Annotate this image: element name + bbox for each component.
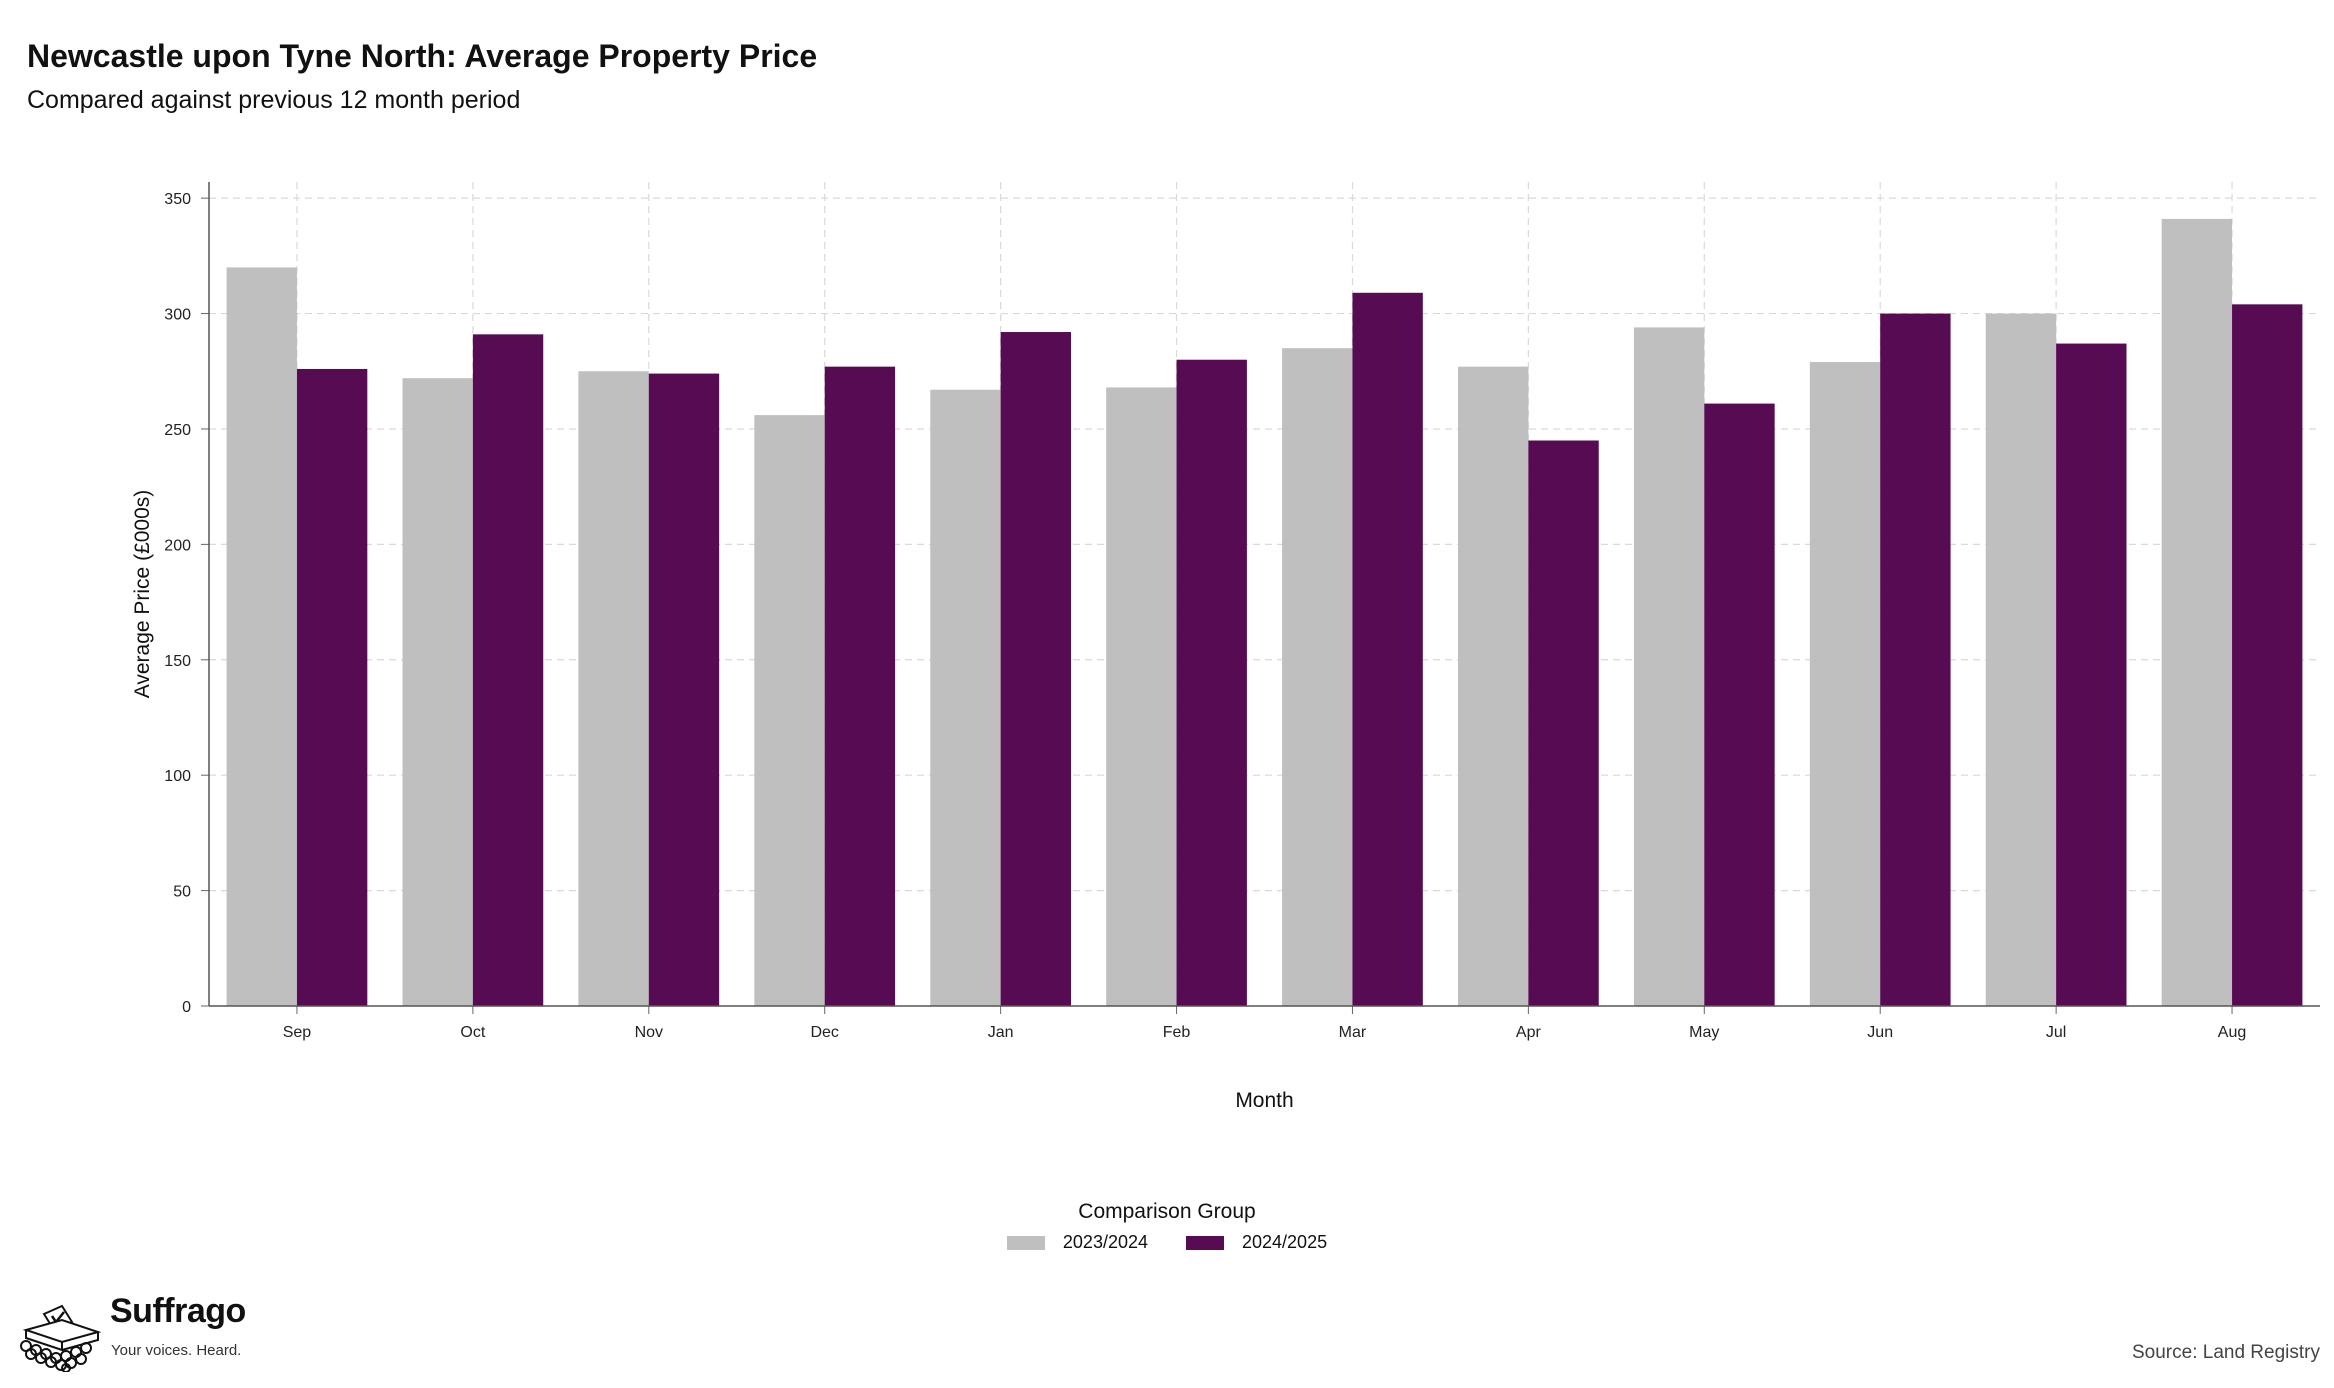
bar-2024-2025-may — [1704, 403, 1775, 1006]
legend-item: 2024/2025 — [1186, 1232, 1327, 1253]
bar-2023-2024-sep — [226, 267, 297, 1006]
bar-2024-2025-jun — [1880, 313, 1951, 1007]
x-tick-label: Oct — [460, 1024, 485, 1041]
bar-2023-2024-may — [1633, 327, 1705, 1007]
x-tick-label: May — [1689, 1024, 1719, 1041]
legend-swatch — [1186, 1235, 1224, 1250]
x-tick-label: Jan — [988, 1024, 1014, 1041]
x-tick-label: Dec — [810, 1024, 838, 1041]
brand-tagline: Your voices. Heard. — [111, 1342, 242, 1359]
x-axis-title: Month — [1235, 1089, 1293, 1112]
y-tick-label: 0 — [182, 999, 191, 1016]
y-tick-label: 100 — [164, 768, 191, 785]
chart-title: Newcastle upon Tyne North: Average Prope… — [27, 38, 818, 74]
bar-2024-2025-mar — [1352, 292, 1423, 1006]
source-note: Source: Land Registry — [2132, 1342, 2320, 1363]
x-tick-label: Sep — [283, 1024, 312, 1041]
bar-2024-2025-sep — [296, 368, 368, 1006]
bar-2024-2025-oct — [472, 334, 544, 1006]
bar-2024-2025-jul — [2056, 343, 2127, 1007]
y-tick-label: 150 — [164, 653, 191, 670]
bar-2024-2025-apr — [1528, 440, 1599, 1007]
x-tick-label: Jun — [1867, 1024, 1893, 1041]
y-tick-label: 50 — [173, 884, 191, 901]
bars — [226, 218, 2303, 1007]
legend-label: 2023/2024 — [1062, 1232, 1148, 1252]
legend-item: 2023/2024 — [1006, 1232, 1148, 1253]
bar-2023-2024-oct — [402, 378, 473, 1006]
x-tick-labels: Sep Oct Nov Dec Jan Feb Mar Apr May Jun Jul Aug — [283, 1024, 2247, 1041]
legend-label: 2024/2025 — [1242, 1232, 1328, 1252]
legend-items: 2023/2024 2024/2025 — [0, 1232, 2334, 1253]
axes — [201, 182, 2320, 1014]
legend-swatch — [1006, 1235, 1045, 1250]
ballot-box-icon — [20, 1304, 102, 1373]
y-tick-label: 350 — [164, 191, 191, 208]
bar-2024-2025-nov — [648, 373, 720, 1006]
bar-2023-2024-jun — [1809, 362, 1881, 1007]
x-tick-label: Jul — [2046, 1024, 2066, 1041]
bar-2023-2024-dec — [754, 415, 825, 1006]
brand-name: Suffrago — [110, 1292, 246, 1330]
bar-2023-2024-nov — [578, 371, 649, 1006]
bar-2024-2025-dec — [824, 366, 896, 1006]
bar-chart: 0 50 100 150 200 250 300 350 Sep Oct Nov Dec Jan Feb… — [131, 182, 2320, 1112]
bar-2024-2025-aug — [2232, 304, 2303, 1006]
y-tick-label: 200 — [164, 537, 191, 554]
y-axis-title: Average Price (£000s) — [131, 490, 154, 699]
bar-2023-2024-feb — [1106, 387, 1177, 1006]
bar-2024-2025-jan — [1000, 332, 1071, 1006]
y-tick-label: 300 — [164, 307, 191, 324]
y-tick-label: 250 — [164, 422, 191, 439]
brand-logo: Suffrago Your voices. Heard. — [14, 1292, 274, 1373]
legend-title: Comparison Group — [1078, 1200, 1256, 1223]
x-tick-label: Mar — [1339, 1024, 1367, 1041]
legend: Comparison Group 2023/2024 2024/2025 — [0, 1200, 2334, 1253]
bar-2023-2024-aug — [2161, 218, 2233, 1006]
bar-2023-2024-jan — [930, 389, 1001, 1006]
bar-2023-2024-jul — [1985, 313, 2057, 1007]
chart-subtitle: Compared against previous 12 month perio… — [27, 86, 521, 114]
y-tick-labels: 0 50 100 150 200 250 300 350 — [164, 191, 191, 1016]
bar-2023-2024-mar — [1282, 348, 1353, 1006]
x-tick-label: Apr — [1516, 1024, 1542, 1041]
x-tick-label: Aug — [2218, 1024, 2246, 1041]
x-tick-label: Feb — [1163, 1024, 1191, 1041]
bar-2023-2024-apr — [1458, 366, 1529, 1006]
bar-2024-2025-feb — [1176, 359, 1247, 1007]
x-tick-label: Nov — [635, 1024, 663, 1041]
